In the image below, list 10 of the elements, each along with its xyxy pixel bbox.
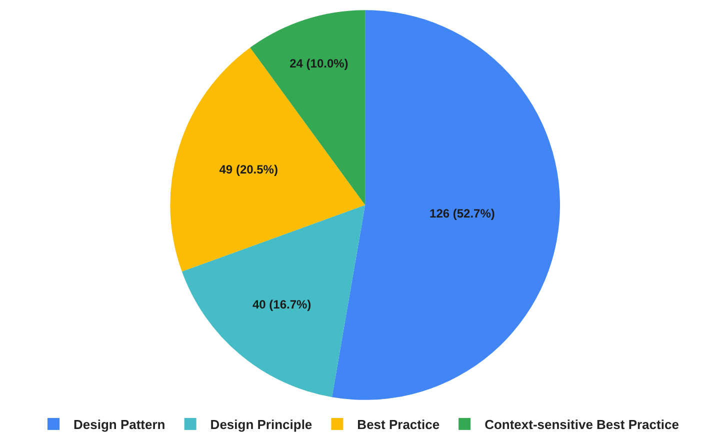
pie-slice xyxy=(170,48,366,272)
data-label: 49 (20.5%) xyxy=(219,162,278,177)
pie-slice xyxy=(182,205,366,398)
legend-label: Design Principle xyxy=(210,417,312,432)
data-label: 40 (16.7%) xyxy=(252,298,312,312)
legend-label: Best Practice xyxy=(357,417,440,432)
legend-label: Design Pattern xyxy=(74,417,166,432)
legend-label: Context-sensitive Best Practice xyxy=(484,417,679,432)
data-label: 24 (10.0%) xyxy=(290,56,348,71)
data-label: 126 (52.7%) xyxy=(430,206,495,220)
